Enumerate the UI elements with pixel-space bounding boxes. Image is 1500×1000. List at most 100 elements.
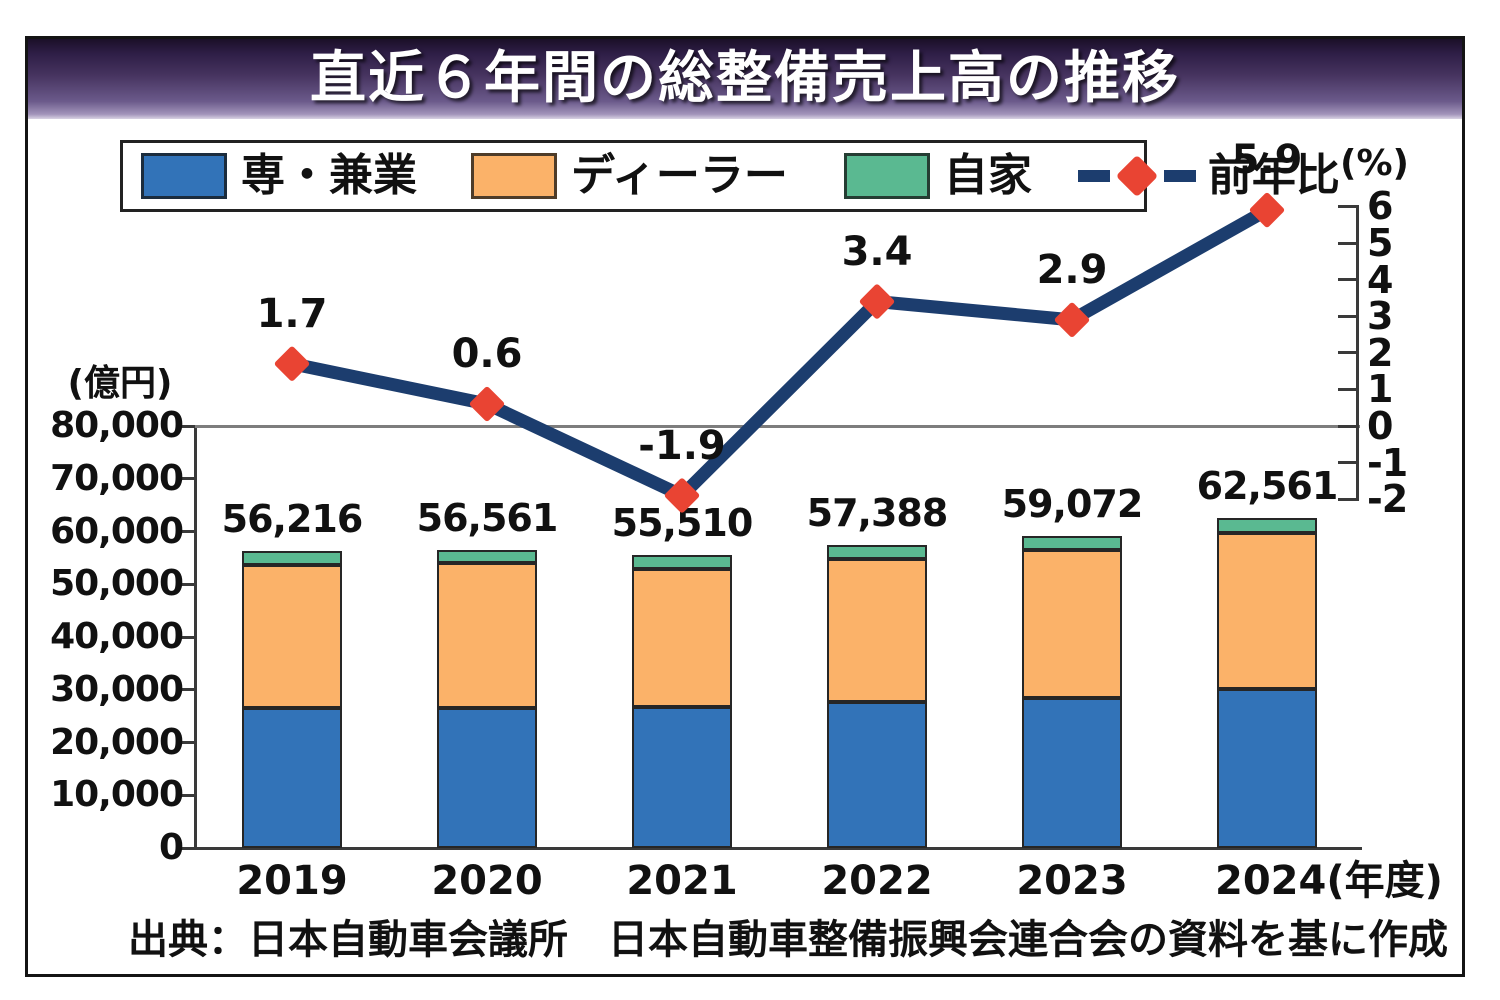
yoy-value-label-2023: 2.9 [1036, 246, 1108, 293]
bar-segment-1-2021 [632, 568, 732, 708]
legend-label-dealer: ディーラー [571, 150, 788, 201]
legend-label-zennenhi: 前年比 [1207, 150, 1340, 201]
yoy-value-label-2021: -1.9 [638, 422, 726, 469]
legend-item-jika: 自家 [843, 146, 1078, 206]
yoy-value-label-2022: 3.4 [841, 228, 913, 275]
right-axis-tick-label: 3 [1367, 294, 1393, 339]
title-banner: 直近６年間の総整備売上高の推移 [28, 39, 1462, 119]
bar-segment-0-2019 [242, 708, 342, 848]
bar-total-label-2020: 56,561 [416, 495, 559, 540]
yoy-value-label-2024: 5.9 [1231, 137, 1303, 184]
left-axis-tick [177, 477, 195, 481]
legend-item-zennenhi: 前年比 [1077, 146, 1340, 206]
line-dash-icon [1163, 170, 1196, 182]
legend-label-jika: 自家 [943, 150, 1032, 201]
diamond-marker-2022 [859, 284, 895, 319]
bar-total-label-2019: 56,216 [221, 497, 364, 542]
diamond-marker-2020 [469, 386, 505, 422]
left-axis-tick-label: 10,000 [50, 774, 184, 816]
bar-segment-1-2023 [1022, 550, 1122, 699]
left-axis-tick-label: 50,000 [50, 563, 184, 605]
x-axis-label-2021: 2021 [626, 858, 738, 904]
left-axis-tick-label: 20,000 [50, 721, 184, 763]
bar-total-label-2024: 62,561 [1196, 463, 1339, 508]
right-axis-tick [1338, 461, 1357, 465]
x-axis-line [193, 846, 1362, 850]
diamond-marker-2023 [1054, 302, 1090, 338]
left-axis-tick [177, 635, 195, 639]
bar-segment-0-2024 [1217, 689, 1317, 848]
bar-segment-1-2020 [437, 562, 537, 709]
bar-segment-0-2021 [632, 707, 732, 848]
bar-segment-2-2023 [1022, 536, 1122, 551]
x-axis-label-2019: 2019 [236, 858, 348, 904]
line-dash-icon [1077, 170, 1110, 182]
source-note: 出典：日本自動車会議所 日本自動車整備振興会連合会の資料を基に作成 [128, 917, 1448, 963]
left-axis-tick [177, 582, 195, 586]
right-axis-tick-label: 1 [1367, 367, 1393, 412]
bar-segment-0-2023 [1022, 698, 1122, 848]
right-axis-tick [1338, 351, 1357, 355]
right-axis-tick-label: 6 [1367, 184, 1393, 229]
yoy-value-label-2020: 0.6 [451, 331, 523, 378]
right-axis-tick [1338, 497, 1357, 501]
right-axis-tick-label: 5 [1367, 221, 1393, 265]
bar-segment-2-2022 [827, 545, 927, 560]
right-axis-line [1355, 204, 1359, 501]
left-axis-line [193, 424, 197, 850]
bar-segment-1-2022 [827, 559, 927, 703]
bar-total-label-2022: 57,388 [806, 491, 949, 536]
left-axis-tick-label: 60,000 [50, 510, 184, 552]
bar-segment-2-2020 [437, 549, 537, 563]
right-axis-tick [1338, 424, 1357, 428]
right-axis-tick-label: -1 [1367, 440, 1408, 485]
x-axis-label-2024: 2024(年度) [1215, 858, 1443, 904]
left-axis-tick-label: 40,000 [50, 616, 184, 657]
legend-item-dealer: ディーラー [471, 146, 844, 206]
bar-segment-2-2024 [1217, 517, 1317, 534]
left-axis-tick-label: 30,000 [50, 668, 184, 710]
left-axis-tick-label: 70,000 [50, 457, 184, 499]
bar-segment-1-2024 [1217, 533, 1317, 690]
right-axis-tick [1338, 241, 1357, 245]
left-axis-tick [177, 424, 195, 428]
page-title: 直近６年間の総整備売上高の推移 [310, 46, 1180, 111]
legend-swatch-blue [141, 153, 227, 199]
bar-segment-0-2022 [827, 702, 927, 848]
left-axis-tick [177, 530, 195, 533]
right-axis-tick-label: 4 [1367, 257, 1393, 302]
right-axis-title: (%) [1340, 143, 1409, 184]
left-axis-tick [177, 846, 195, 850]
right-axis-tick-label: -2 [1367, 477, 1408, 522]
bar-segment-2-2021 [632, 555, 732, 569]
left-axis-title: (億円) [67, 363, 173, 404]
bar-segment-2-2019 [242, 551, 342, 565]
left-axis-tick [177, 741, 195, 744]
bar-total-label-2021: 55,510 [611, 501, 754, 546]
x-axis-label-2020: 2020 [431, 858, 543, 904]
left-axis-tick-label: 0 [158, 827, 184, 868]
bar-total-label-2023: 59,072 [1001, 482, 1144, 527]
legend-swatch-orange [471, 153, 557, 199]
figure-border [25, 36, 1465, 977]
bar-segment-1-2019 [242, 564, 342, 709]
right-axis-tick [1338, 314, 1357, 318]
x-axis-label-2022: 2022 [821, 858, 933, 904]
legend-label-senkengyo: 専・兼業 [241, 150, 417, 201]
right-axis-tick [1338, 204, 1357, 208]
legend-swatch-green [843, 153, 930, 199]
left-axis-tick [177, 688, 195, 692]
right-axis-tick-label: 0 [1367, 404, 1393, 448]
yoy-value-label-2019: 1.7 [256, 290, 328, 337]
x-axis-label-2023: 2023 [1016, 858, 1128, 904]
left-axis-tick-label: 80,000 [50, 405, 184, 446]
bar-segment-0-2020 [437, 708, 537, 848]
right-axis-tick [1338, 387, 1357, 391]
right-axis-tick-label: 2 [1367, 330, 1393, 375]
line-marker-icon [1077, 154, 1196, 198]
diamond-marker-2024 [1249, 192, 1285, 228]
left-axis-tick [177, 793, 195, 797]
legend-item-senkengyo: 専・兼業 [141, 146, 471, 206]
